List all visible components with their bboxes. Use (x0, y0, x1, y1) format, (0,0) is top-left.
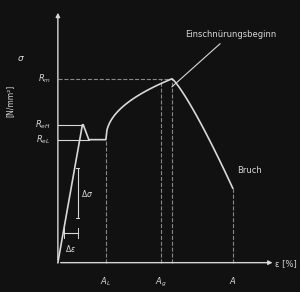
Text: $\Delta\sigma$: $\Delta\sigma$ (81, 187, 93, 199)
Text: ε [%]: ε [%] (275, 260, 297, 269)
Text: Bruch: Bruch (237, 166, 262, 175)
Text: $A_L$: $A_L$ (100, 275, 111, 288)
Text: $\sigma$: $\sigma$ (17, 54, 25, 63)
Text: $\Delta\varepsilon$: $\Delta\varepsilon$ (65, 244, 76, 255)
Text: $R_m$: $R_m$ (38, 72, 51, 85)
Text: Einschnürungsbeginn: Einschnürungsbeginn (172, 30, 276, 87)
Text: [N/mm²]: [N/mm²] (5, 85, 14, 117)
Text: $A$: $A$ (229, 275, 236, 286)
Text: $R_{eL}$: $R_{eL}$ (37, 133, 51, 146)
Text: $R_{eH}$: $R_{eH}$ (35, 119, 51, 131)
Text: $A_g$: $A_g$ (155, 275, 167, 288)
